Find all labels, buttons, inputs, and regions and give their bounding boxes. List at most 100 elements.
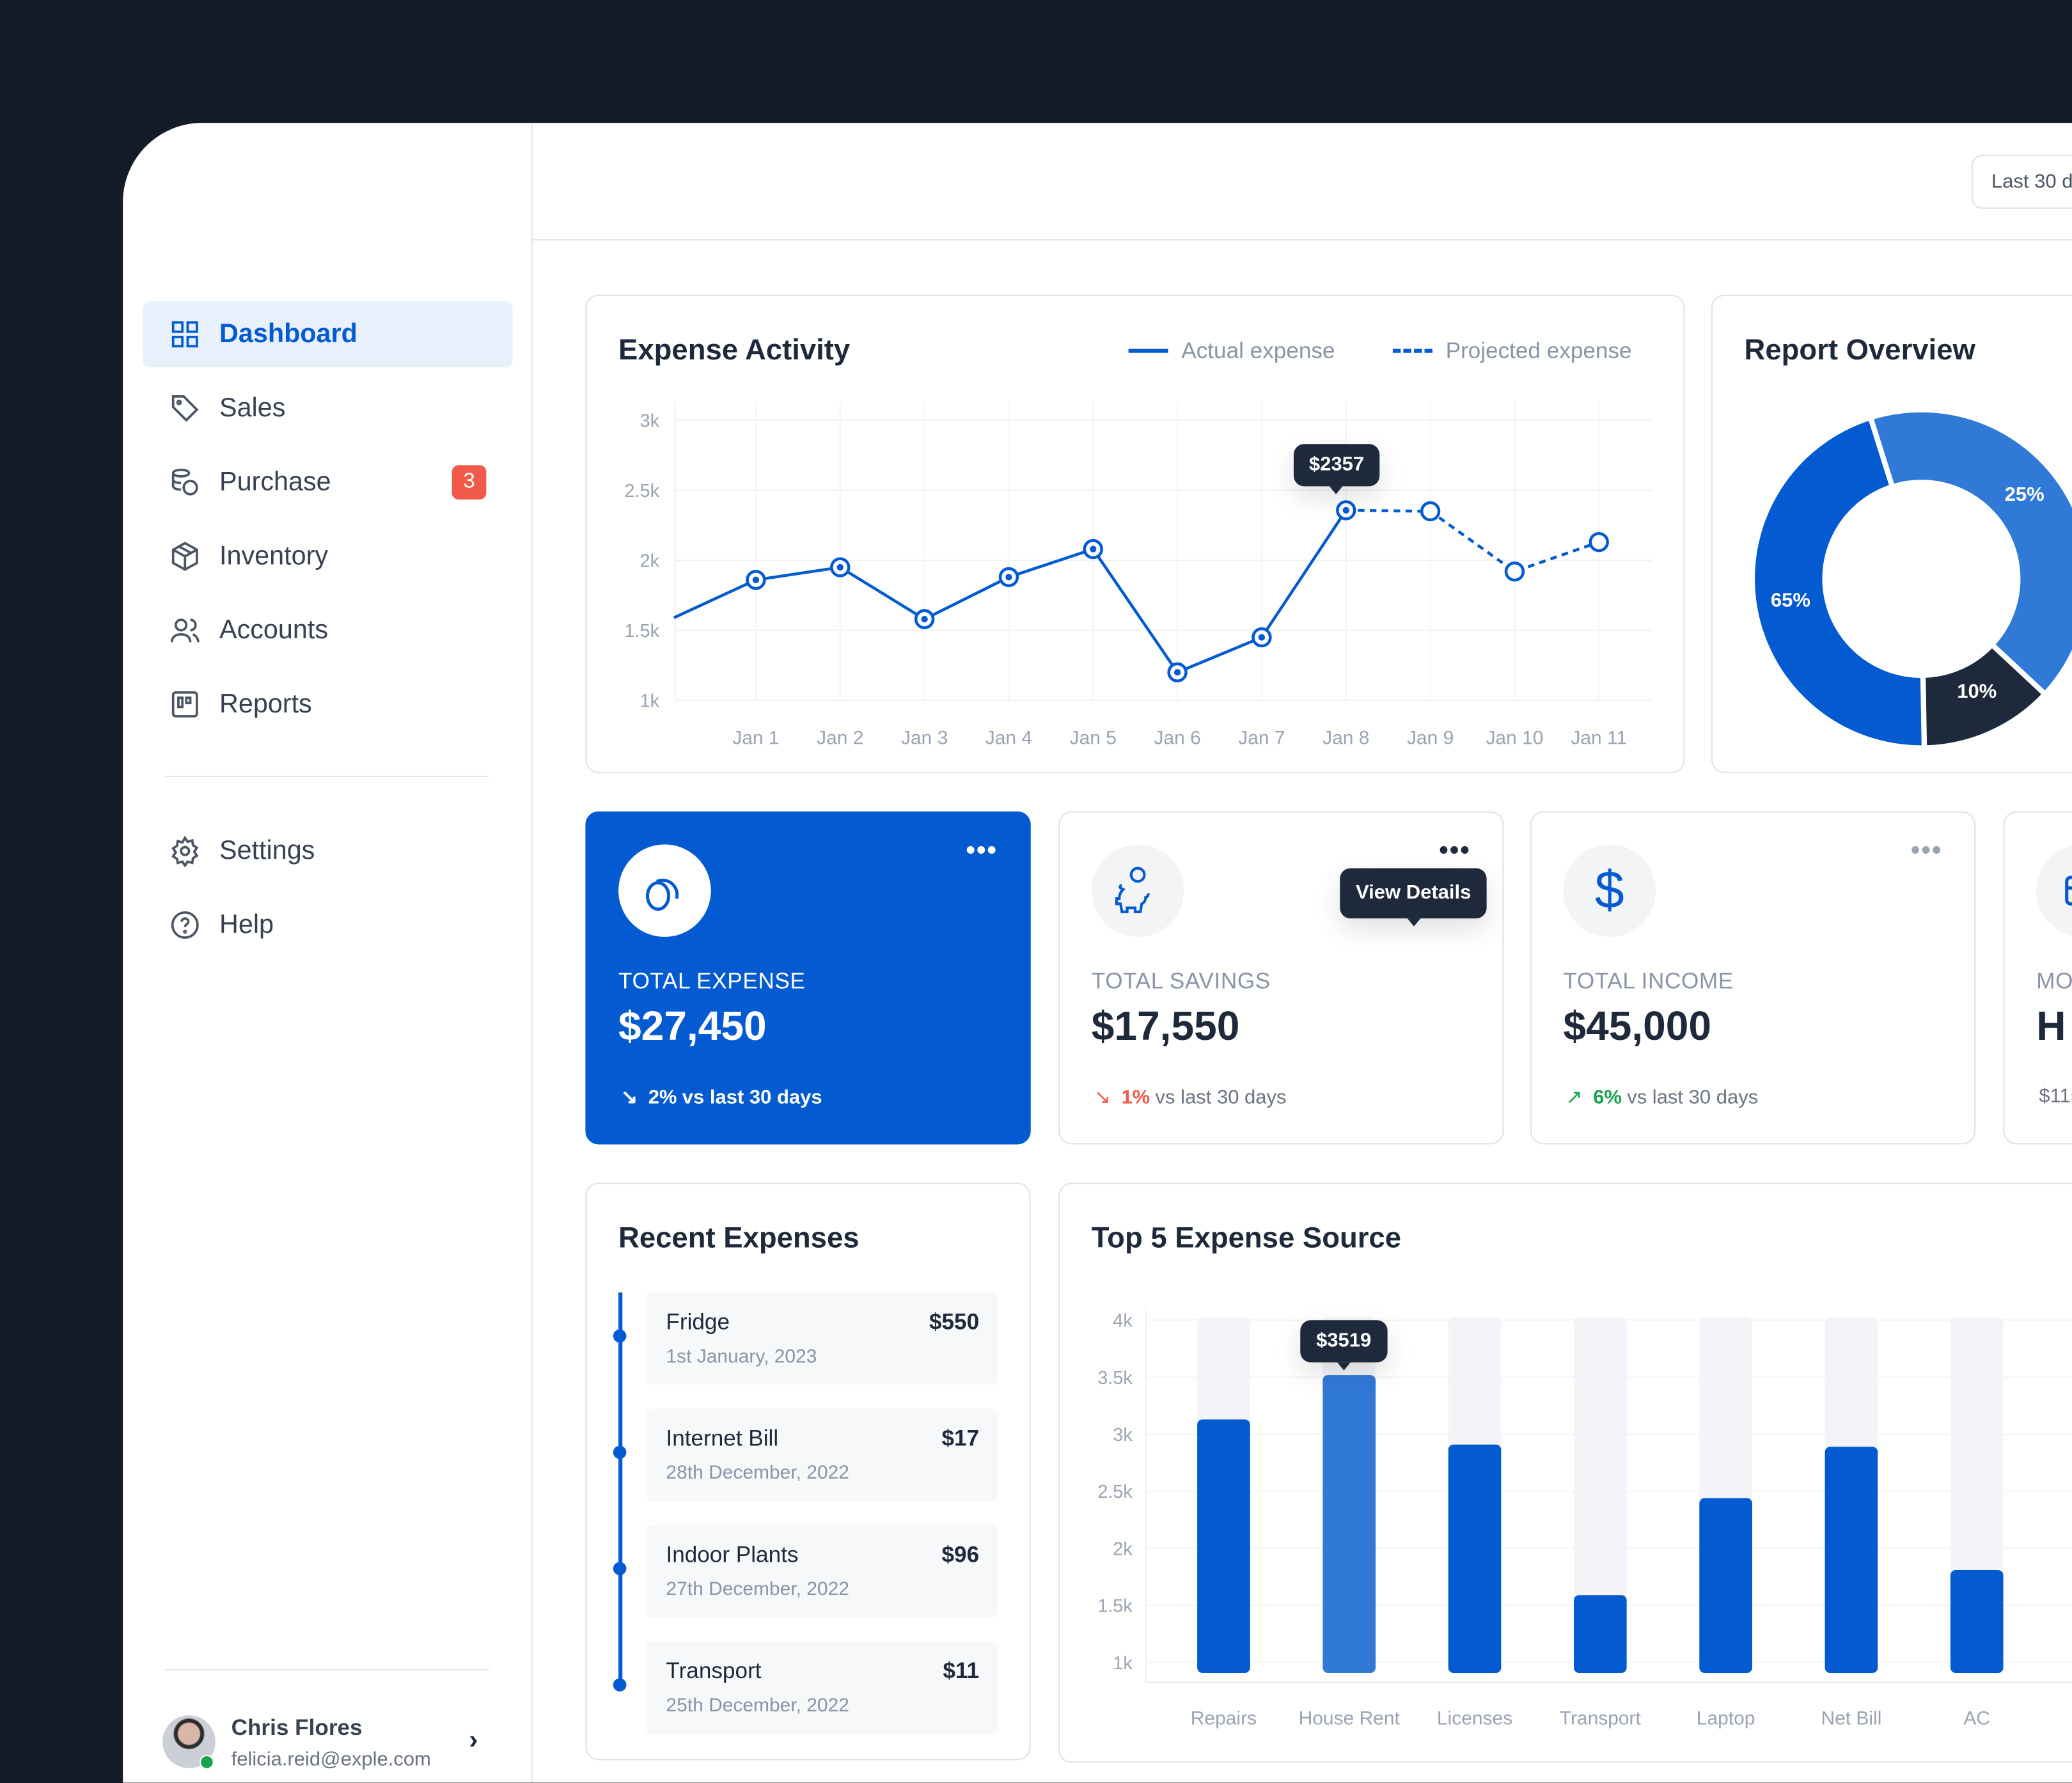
date-range-button[interactable]: Last 30 d xyxy=(1971,154,2072,209)
view-details-tooltip[interactable]: View Details xyxy=(1340,868,1487,927)
timeline-dot xyxy=(613,1445,627,1459)
sidebar-item-label: Reports xyxy=(219,689,312,719)
purchase-count-badge: 3 xyxy=(451,465,487,500)
chevron-right-icon[interactable]: › xyxy=(469,1725,478,1756)
bar-licenses[interactable] xyxy=(1448,1444,1502,1673)
sidebar-item-inventory[interactable]: Inventory xyxy=(143,523,513,589)
bar-laptop[interactable] xyxy=(1699,1498,1752,1673)
projected-expense-line xyxy=(1346,508,1600,574)
card-title: Recent Expenses xyxy=(618,1221,859,1254)
more-options-icon[interactable]: ••• xyxy=(966,836,998,866)
donut-slice[interactable] xyxy=(1920,641,2049,751)
x-tick-label: Jan 2 xyxy=(817,727,863,748)
more-options-icon[interactable]: ••• xyxy=(1910,836,1943,866)
x-tick-label: Jan 6 xyxy=(1154,727,1200,748)
projected-point[interactable] xyxy=(1504,561,1525,582)
y-tick-label: 4k xyxy=(1113,1311,1133,1331)
stat-value: $27,450 xyxy=(618,1003,767,1049)
bar-ac[interactable] xyxy=(1950,1569,2004,1673)
actual-expense-line xyxy=(673,509,1347,675)
x-tick-label: Jan 9 xyxy=(1407,727,1454,748)
y-tick-label: 1k xyxy=(640,691,660,711)
timeline-line xyxy=(618,1292,623,1689)
sidebar: Dashboard Sales Purchase 3 Inventory Accounts… xyxy=(123,123,533,1783)
projected-point[interactable] xyxy=(1420,501,1441,522)
top-expense-card: Top 5 Expense Source 1k 1.5k 2k 2.5k 3k 3.5k 4… xyxy=(1058,1182,2072,1763)
actual-point-center xyxy=(752,576,760,583)
projected-point[interactable] xyxy=(1589,531,1609,553)
stat-card-1: ••• TOTAL EXPENSE $27,450 ↘ 2% vs last 30 day… xyxy=(585,811,1031,1145)
sidebar-item-label: Inventory xyxy=(219,541,328,570)
sidebar-item-help[interactable]: Help xyxy=(143,892,513,958)
arrow-up-right-icon: ↗ xyxy=(1566,1086,1583,1109)
stat-card-3: $ ••• TOTAL INCOME $45,000 ↗ 6% vs last 30 day… xyxy=(1530,811,1976,1145)
wallet-icon xyxy=(2036,844,2072,938)
bar-track xyxy=(1573,1317,1627,1673)
users-icon xyxy=(170,618,200,643)
actual-point-center xyxy=(1258,634,1266,641)
sidebar-item-label: Sales xyxy=(219,393,286,423)
divider xyxy=(165,1669,489,1670)
sidebar-item-purchase[interactable]: Purchase 3 xyxy=(143,450,513,515)
sidebar-item-settings[interactable]: Settings xyxy=(143,818,513,884)
stat-value: H xyxy=(2036,1003,2066,1049)
y-tick-label: 1.5k xyxy=(1097,1596,1133,1617)
grid-icon xyxy=(171,321,198,348)
arrow-down-right-icon: ↘ xyxy=(621,1086,638,1109)
y-tick-label: 2.5k xyxy=(1097,1482,1133,1502)
user-name: Chris Flores xyxy=(231,1715,363,1741)
stat-label: MO xyxy=(2036,968,2072,994)
stat-value: $45,000 xyxy=(1563,1003,1712,1049)
y-tick-label: 2.5k xyxy=(624,481,659,501)
change-text: $115 xyxy=(2039,1085,2072,1108)
donut-slice[interactable] xyxy=(1867,407,2072,698)
expense-amount: $17 xyxy=(941,1426,980,1451)
card-title: Top 5 Expense Source xyxy=(1091,1221,1402,1254)
timeline-dot xyxy=(613,1329,627,1343)
sidebar-item-reports[interactable]: Reports xyxy=(143,672,513,737)
stat-label: TOTAL EXPENSE xyxy=(618,968,806,994)
y-tick-label: 3.5k xyxy=(1097,1368,1133,1388)
expense-name: Fridge xyxy=(666,1309,730,1335)
stat-change: ↘ 1% vs last 30 days xyxy=(1094,1085,1287,1109)
x-tick-label: Jan 5 xyxy=(1070,727,1117,748)
user-profile[interactable]: Chris Flores felicia.reid@exple.com › xyxy=(162,1715,493,1775)
bar-net-bill[interactable] xyxy=(1825,1447,1878,1673)
legend-solid-swatch xyxy=(1128,349,1168,353)
sidebar-item-accounts[interactable]: Accounts xyxy=(143,597,513,663)
sidebar-item-sales[interactable]: Sales xyxy=(143,375,513,441)
expense-list-item[interactable]: Internet Bill $17 28th December, 2022 xyxy=(646,1408,998,1502)
stat-change: $115 xyxy=(2039,1085,2072,1107)
actual-point-center xyxy=(1090,546,1097,553)
expense-date: 28th December, 2022 xyxy=(666,1463,849,1484)
tag-icon xyxy=(171,395,199,422)
y-tick-label: 2k xyxy=(1113,1539,1133,1559)
report-overview-card: Report Overview 65% 25% 10% xyxy=(1711,294,2072,773)
recent-expenses-card: Recent Expenses Fridge $550 1st January, 2… xyxy=(585,1182,1031,1761)
header: Last 30 d xyxy=(532,123,2072,241)
expense-list-item[interactable]: Fridge $550 1st January, 2023 xyxy=(646,1292,998,1385)
actual-point-center xyxy=(1342,507,1349,514)
slice-label: 25% xyxy=(2005,483,2045,505)
more-options-icon[interactable]: ••• xyxy=(1439,836,1471,866)
expense-amount: $550 xyxy=(929,1309,980,1335)
stat-change: ↘ 2% vs last 30 days xyxy=(621,1085,822,1109)
bar-transport[interactable] xyxy=(1573,1595,1627,1673)
bar-repairs[interactable] xyxy=(1197,1419,1250,1673)
actual-point-center xyxy=(836,563,844,571)
slice-label: 65% xyxy=(1771,588,1810,611)
stat-label: TOTAL SAVINGS xyxy=(1091,968,1271,994)
legend-dashed-swatch xyxy=(1392,349,1432,353)
bar-house-rent[interactable] xyxy=(1322,1375,1376,1673)
sidebar-item-label: Help xyxy=(219,909,274,939)
coins-icon xyxy=(618,844,711,938)
expense-list-item[interactable]: Transport $11 25th December, 2022 xyxy=(646,1641,998,1734)
expense-list-item[interactable]: Indoor Plants $96 27th December, 2022 xyxy=(646,1525,998,1618)
y-tick-label: 2k xyxy=(640,551,660,571)
x-tick-label: Jan 7 xyxy=(1238,727,1285,748)
donut-slice[interactable] xyxy=(1749,414,1927,751)
sidebar-item-dashboard[interactable]: Dashboard xyxy=(143,301,513,368)
piggy-bank-icon xyxy=(1091,844,1184,938)
actual-point-center xyxy=(1173,669,1181,676)
